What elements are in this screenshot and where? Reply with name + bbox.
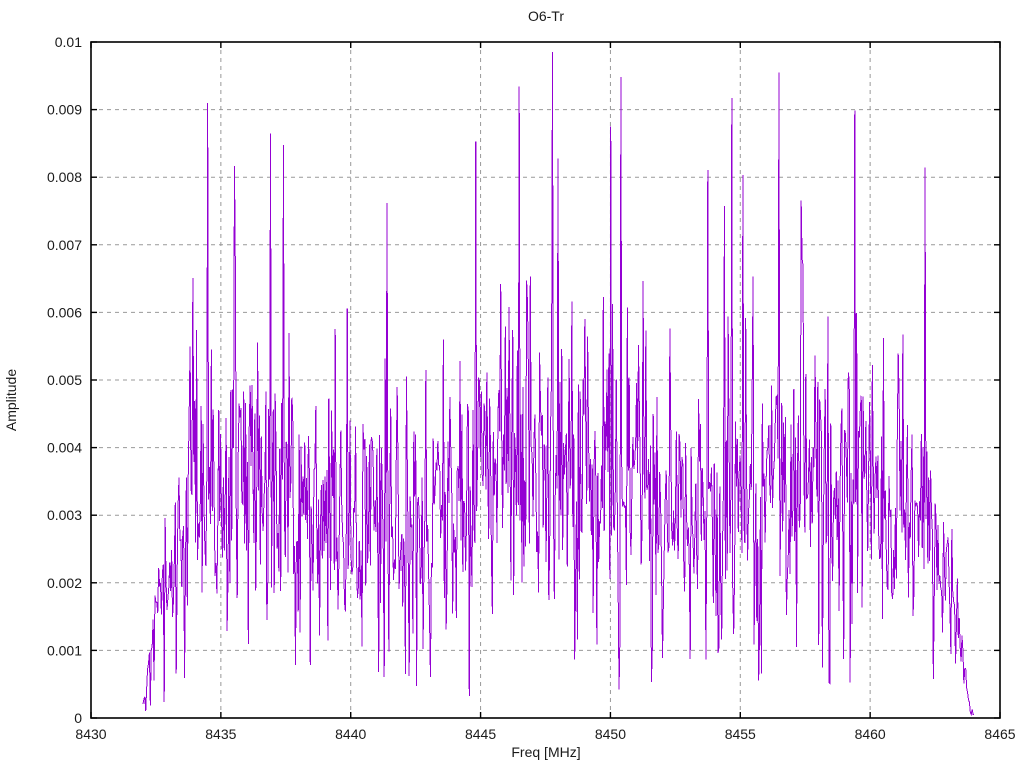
y-tick-label: 0.008: [47, 169, 82, 185]
x-tick-label: 8450: [595, 726, 626, 742]
y-axis-label: Amplitude: [3, 369, 19, 431]
x-tick-label: 8430: [75, 726, 106, 742]
x-tick-label: 8435: [205, 726, 236, 742]
y-tick-label: 0.01: [55, 34, 82, 50]
data-series-layer: [142, 52, 975, 717]
y-tick-label: 0.004: [47, 440, 82, 456]
y-tick-label: 0.007: [47, 237, 82, 253]
chart-title: O6-Tr: [528, 8, 564, 24]
data-series-line: [142, 52, 975, 717]
x-tick-label: 8460: [855, 726, 886, 742]
y-tick-label: 0.009: [47, 102, 82, 118]
y-tick-label: 0.003: [47, 507, 82, 523]
x-tick-label: 8440: [335, 726, 366, 742]
x-tick-label: 8445: [465, 726, 496, 742]
tick-marks: [90, 41, 1001, 719]
y-tick-label: 0.001: [47, 642, 82, 658]
axis-tick-labels: 0 0.001 0.002 0.003 0.004 0.005 0.006 0.007 0.00…: [47, 34, 1016, 742]
x-tick-label: 8455: [725, 726, 756, 742]
y-tick-label: 0.006: [47, 304, 82, 320]
y-tick-label: 0: [74, 710, 82, 726]
y-tick-label: 0.005: [47, 372, 82, 388]
x-axis-label: Freq [MHz]: [511, 744, 580, 760]
x-tick-label: 8465: [984, 726, 1015, 742]
y-tick-label: 0.002: [47, 575, 82, 591]
